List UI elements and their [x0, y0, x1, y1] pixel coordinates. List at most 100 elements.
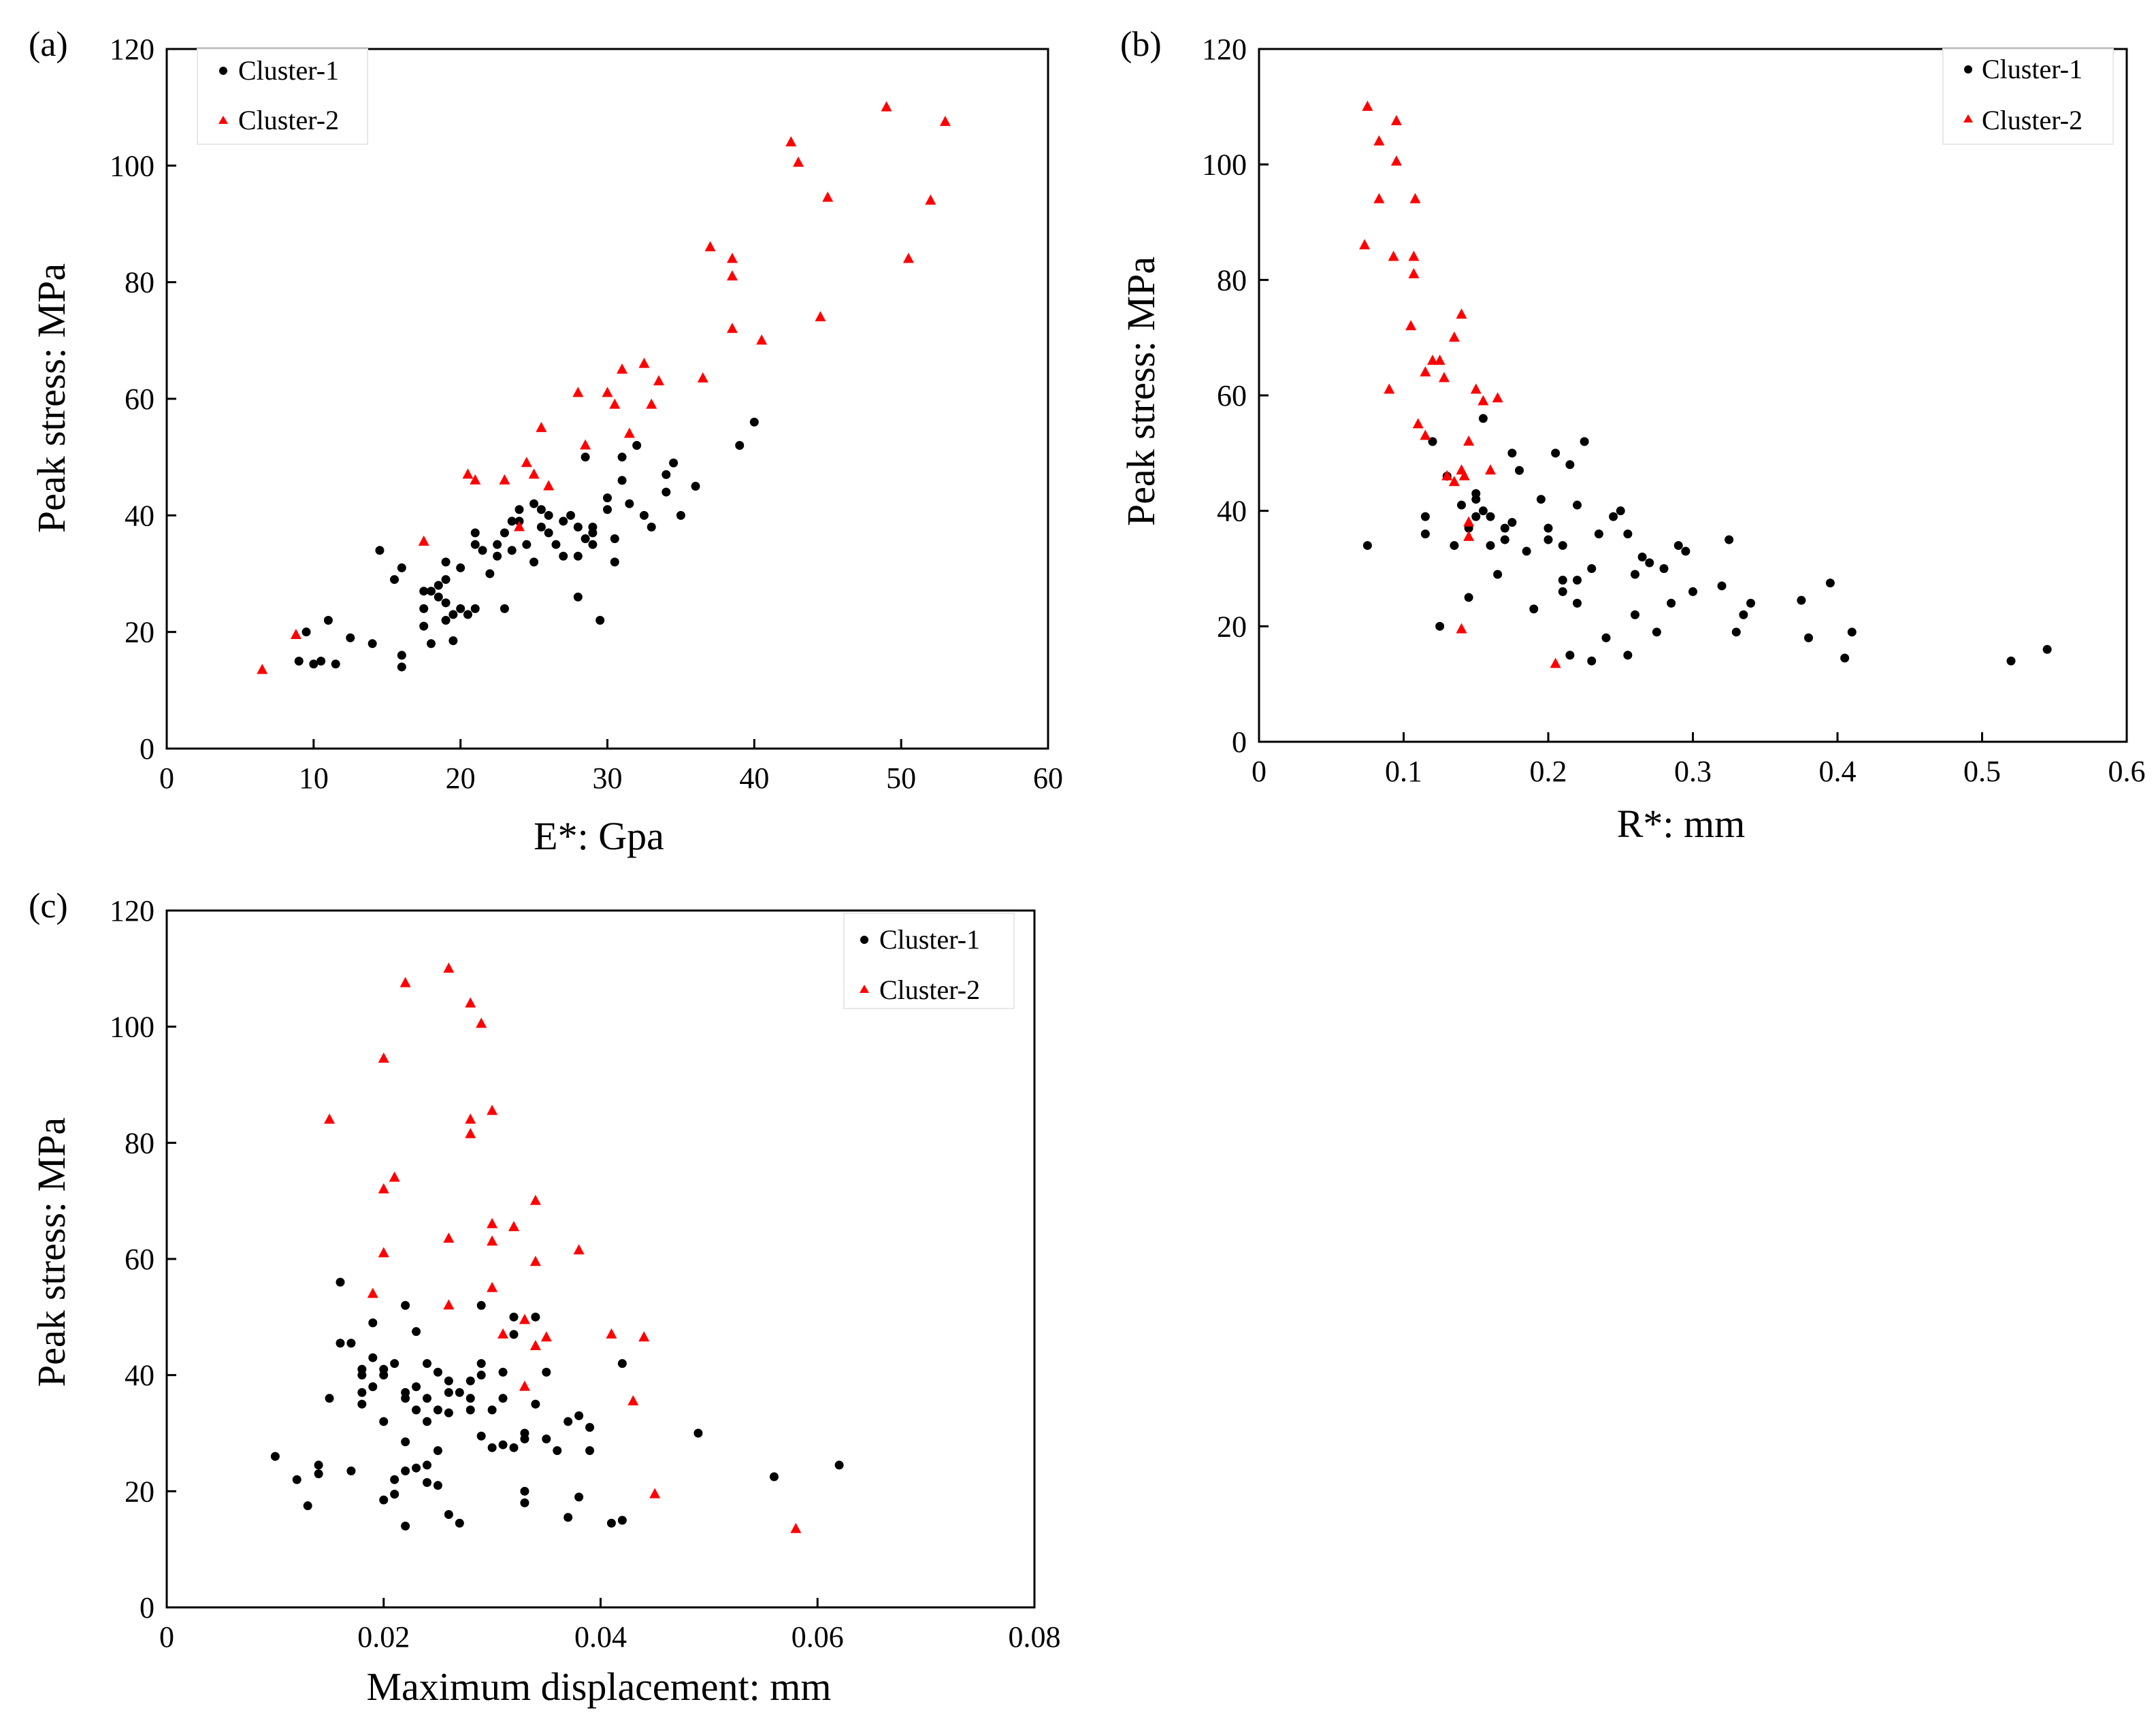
panel-b-cluster1-point	[1420, 512, 1430, 521]
panel-b-cluster1-point	[1587, 564, 1597, 573]
panel-c-frame	[165, 909, 1036, 1609]
panel-c-cluster2-point	[540, 1331, 552, 1342]
panel-a-y-tick-label: 100	[110, 149, 154, 182]
panel-c-cluster1-point	[487, 1443, 497, 1452]
panel-a-cluster1-point	[573, 551, 583, 561]
panel-b-cluster1-point	[1500, 535, 1509, 544]
panel-a-cluster1-point	[434, 580, 443, 590]
panel-b-legend: Cluster-1 Cluster-2	[1942, 48, 2114, 145]
panel-b-cluster2-point	[1458, 470, 1470, 480]
panel-a-cluster2-point	[756, 334, 768, 345]
panel-a-y-tick-label: 0	[140, 732, 154, 766]
panel-b-x-tick-label: 0.2	[1530, 755, 1567, 788]
panel-b-cluster2-point	[1550, 657, 1561, 668]
panel-a-cluster1-point	[323, 616, 333, 625]
panel-b-cluster1-point	[1565, 651, 1575, 660]
panel-a-cluster1-point	[456, 563, 466, 572]
panel-a-cluster1-point	[588, 540, 598, 549]
panel-b-cluster1-point	[1522, 546, 1531, 556]
panel-c-plot-area: 0 0.02 0.04 0.06 0.08 0 20 40 60 80 100 120	[110, 894, 1061, 1654]
panel-c-cluster1-point	[433, 1367, 442, 1377]
panel-a-cluster1-point	[493, 551, 502, 561]
panel-a-legend-cluster2-marker	[218, 116, 228, 124]
panel-a-cluster1-point	[603, 493, 612, 503]
panel-a-cluster1-point	[507, 517, 517, 526]
panel-a-cluster1-point	[603, 505, 612, 514]
panel-c-cluster2-point	[465, 1113, 476, 1124]
panel-b-cluster2-point	[1448, 331, 1460, 342]
panel-b-cluster1-point	[1652, 627, 1661, 637]
panel-c-cluster1-point	[357, 1388, 367, 1397]
panel-c-cluster1-point	[379, 1417, 389, 1426]
panel-b-cluster2-point	[1427, 355, 1438, 365]
panel-b-cluster1-point	[1507, 518, 1517, 527]
panel-b-cluster2-point	[1408, 250, 1420, 261]
panel-a-cluster1-point	[368, 639, 377, 649]
panel-b-cluster2-point	[1420, 366, 1431, 377]
panel-c-cluster2-point	[790, 1522, 802, 1533]
panel-a-cluster1-point	[434, 592, 443, 602]
panel-a-cluster2-point	[623, 427, 635, 438]
panel-c-cluster1-point	[412, 1382, 421, 1392]
panel-a-x-tick-label: 0	[159, 761, 174, 795]
panel-b-cluster1-point	[1825, 578, 1835, 588]
panel-b-y-tick-label: 0	[1232, 725, 1247, 759]
panel-c-cluster1-point	[433, 1481, 442, 1490]
panel-a-cluster1-point	[529, 499, 539, 508]
panel-c-cluster1-point	[357, 1399, 367, 1409]
panel-a-cluster1-point	[470, 528, 480, 538]
panel-c-cluster1-point	[466, 1394, 475, 1403]
panel-b-cluster1-point	[1515, 465, 1524, 475]
panel-b-cluster2-point	[1409, 193, 1421, 203]
panel-c-cluster1-point	[433, 1405, 442, 1415]
panel-c-cluster2-point	[399, 977, 411, 987]
panel-a-cluster1-point	[419, 587, 429, 596]
panel-c-cluster1-point	[444, 1408, 453, 1418]
panel-c-cluster2-point	[476, 1017, 487, 1028]
panel-a-cluster2-point	[514, 521, 525, 531]
panel-c-x-tick-label: 0.06	[791, 1620, 844, 1654]
panel-a-cluster1-point	[301, 627, 311, 637]
panel-a-cluster1-point	[588, 522, 598, 531]
panel-b-cluster1-point	[1450, 541, 1459, 551]
panel-c-series-2	[324, 962, 802, 1533]
panel-c-cluster2-point	[324, 1113, 336, 1124]
panel-c-cluster1-point	[444, 1388, 453, 1397]
panel-b-cluster1-point	[1725, 535, 1734, 544]
panel-c-cluster2-point	[638, 1331, 650, 1342]
panel-c-label: (c)	[29, 887, 68, 926]
panel-a-cluster1-point	[309, 659, 318, 669]
panel-a-cluster1-point	[514, 505, 524, 514]
panel-b-cluster1-point	[1797, 595, 1806, 605]
panel-b-cluster1-point	[1673, 541, 1683, 551]
panel-c-cluster1-point	[346, 1466, 356, 1475]
panel-c-cluster2-point	[465, 997, 476, 1008]
panel-c-cluster1-point	[314, 1469, 323, 1479]
panel-c-cluster1-point	[509, 1443, 519, 1452]
panel-b-cluster2-point	[1420, 429, 1431, 440]
panel-c-cluster2-point	[487, 1281, 498, 1292]
panel-a-cluster2-point	[726, 323, 738, 333]
panel-c-cluster1-point	[617, 1359, 627, 1369]
panel-b-legend-cluster1-marker	[1964, 65, 1972, 73]
panel-c-cluster2-point	[487, 1104, 498, 1115]
panel-c-legend-cluster1-label: Cluster-1	[879, 924, 980, 955]
panel-c-cluster1-point	[693, 1428, 703, 1438]
panel-a-label: (a)	[29, 25, 68, 64]
panel-c-cluster1-point	[509, 1330, 519, 1339]
panel-b-cluster1-point	[1681, 546, 1690, 556]
panel-c-cluster1-point	[423, 1394, 431, 1403]
panel-a-cluster2-point	[543, 480, 555, 491]
panel-b-cluster2-point	[1456, 623, 1467, 634]
panel-a-x-axis-title: E*: Gpa	[534, 814, 664, 858]
panel-a-cluster2-point	[572, 387, 584, 397]
panel-a-x-tick-label: 50	[886, 761, 916, 795]
panel-c-cluster1-point	[553, 1446, 562, 1456]
panel-a-series-1	[294, 417, 759, 672]
panel-a-x-tick-label: 40	[739, 761, 769, 795]
panel-b-cluster1-point	[1637, 553, 1647, 562]
panel-a-cluster1-point	[559, 551, 568, 561]
panel-b-cluster1-point	[1659, 564, 1669, 573]
panel-b-cluster1-point	[1493, 570, 1503, 579]
panel-b-cluster2-point	[1441, 470, 1453, 480]
